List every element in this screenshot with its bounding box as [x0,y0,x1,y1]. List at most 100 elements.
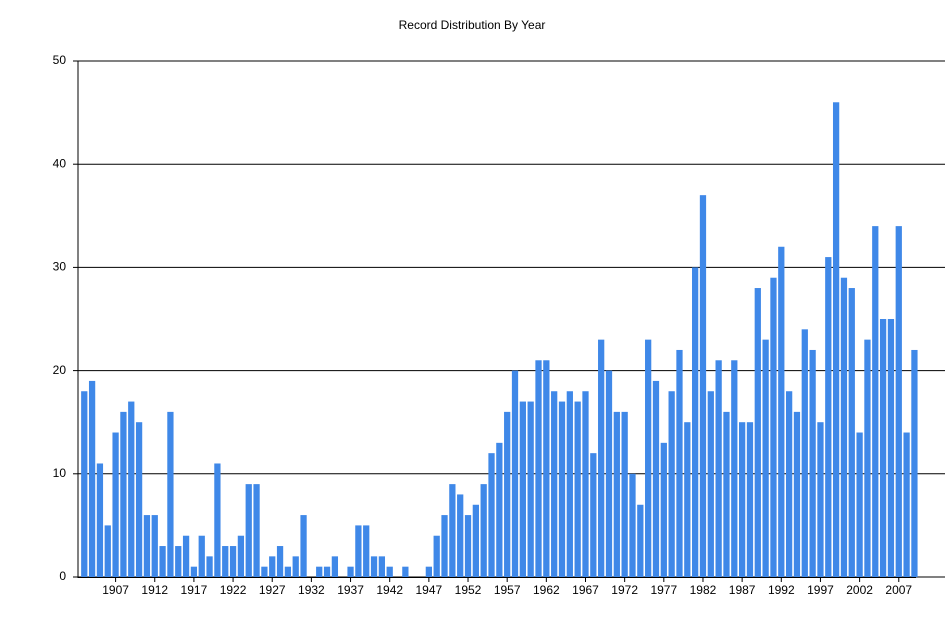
bar [363,525,370,577]
bar [159,546,166,577]
bar [519,401,526,577]
bar [723,411,730,577]
x-tick-label: 1957 [494,583,521,597]
x-tick-label: 1977 [650,583,677,597]
x-tick-label: 1942 [376,583,403,597]
y-tick-label: 20 [53,363,67,377]
bar [81,391,88,577]
bar [605,370,613,577]
bar [386,566,393,577]
bar [206,556,213,577]
bar [566,391,573,577]
bar [762,339,769,577]
y-tick-label: 0 [59,569,66,583]
bar [543,360,550,577]
bar [449,484,456,577]
x-tick-label: 2002 [846,583,873,597]
bar [300,515,307,577]
bar [480,484,487,577]
bar [840,277,848,577]
bar [347,566,354,577]
bar [809,349,816,577]
bar [143,515,151,577]
bar [746,422,754,577]
bar [864,339,871,577]
bar [284,566,292,577]
x-tick-label: 2007 [885,583,912,597]
bar [801,329,808,577]
bar [731,360,738,577]
bar [253,484,260,577]
bar [676,349,683,577]
bar [715,360,722,577]
bar [895,226,902,577]
bar [190,566,198,577]
bar [323,566,331,577]
bar [879,319,887,577]
bar [128,401,135,577]
x-tick-label: 1987 [729,583,756,597]
bar [496,442,503,577]
bar [785,391,793,577]
bar [911,349,918,577]
bar [825,257,832,577]
bar [692,267,699,577]
bar [684,422,691,577]
bar [441,515,448,577]
bar [269,556,276,577]
bar [856,432,863,577]
bar [167,411,174,577]
bar [425,566,432,577]
bar [488,453,495,577]
bar [229,546,237,577]
bar [214,463,221,577]
y-tick-label: 50 [53,53,67,67]
x-tick-label: 1927 [259,583,286,597]
bar [245,484,252,577]
bar [112,432,119,577]
bar [832,102,840,577]
bar [464,515,472,577]
bar [621,411,628,577]
bar [660,442,667,577]
bar [903,432,910,577]
bar [848,288,855,577]
x-tick-label: 1972 [611,583,638,597]
x-tick-label: 1982 [690,583,717,597]
bar [261,566,268,577]
bar [402,566,409,577]
bar [237,535,245,577]
y-tick-label: 10 [53,466,67,480]
bar [151,515,158,577]
bar [457,494,464,577]
bar [629,473,636,577]
bar [331,556,339,577]
bar [120,411,127,577]
bar [316,566,323,577]
chart-title: Record Distribution By Year [399,18,546,32]
x-tick-label: 1932 [298,583,325,597]
bar [222,546,229,577]
bar [872,226,879,577]
x-tick-label: 1952 [455,583,482,597]
x-tick-label: 1922 [220,583,247,597]
bar [355,525,362,577]
bar [198,535,205,577]
bar [668,391,675,577]
bar [135,422,143,577]
bar [558,401,566,577]
bar [292,556,299,577]
bar [582,391,589,577]
x-tick-label: 1947 [416,583,443,597]
bar [104,525,111,577]
bar [551,391,558,577]
x-tick-label: 1912 [141,583,168,597]
bar [472,504,479,577]
x-tick-label: 1907 [102,583,129,597]
bar [370,556,378,577]
y-tick-label: 30 [53,260,67,274]
bar [778,246,785,577]
bar [707,391,714,577]
bar [535,360,542,577]
